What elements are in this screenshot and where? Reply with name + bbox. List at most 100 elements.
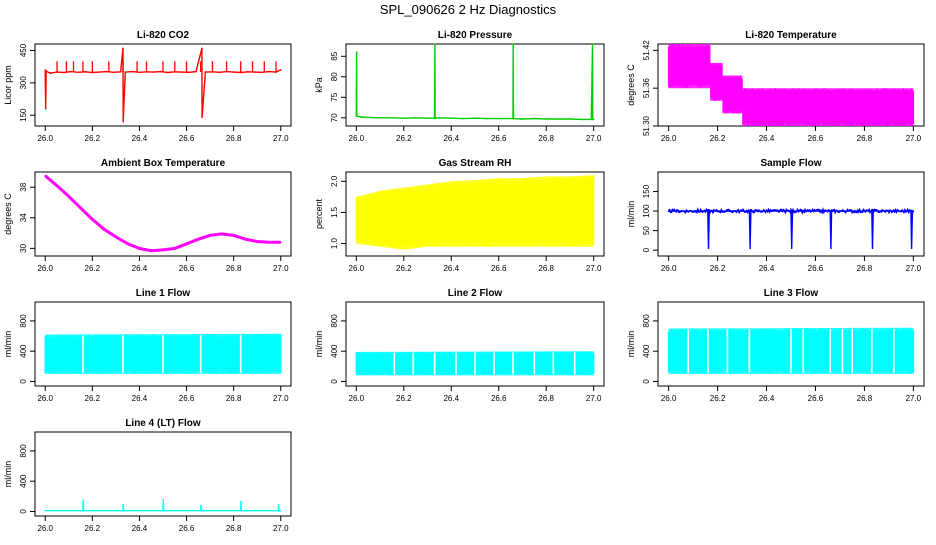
data-point	[751, 210, 753, 212]
x-tick-label: 26.4	[132, 524, 148, 533]
x-tick-label: 26.4	[132, 264, 148, 273]
data-point	[162, 509, 165, 512]
data-point	[533, 117, 536, 120]
data-point	[98, 71, 101, 73]
data-point	[204, 71, 207, 73]
panel-title: Li-820 CO2	[137, 30, 190, 41]
data-point	[200, 509, 203, 512]
panel-9: Line 3 Flow ml/min 26.0 26.2 26.4 26.6 26.8 27.…	[626, 288, 925, 403]
x-tick-label: 26.8	[226, 264, 242, 273]
data-point	[200, 504, 202, 507]
data-point	[44, 175, 46, 177]
data-point	[91, 71, 94, 74]
y-tick-label: 400	[330, 344, 339, 358]
data-point	[830, 247, 832, 249]
data-point	[278, 509, 280, 512]
data-point	[403, 117, 405, 119]
y-tick-label: 1.0	[330, 237, 339, 249]
y-tick-label: 85	[330, 51, 339, 60]
x-tick-label: 27.0	[906, 394, 922, 403]
x-tick-label: 26.0	[661, 134, 677, 143]
data-point	[414, 117, 417, 119]
x-tick-label: 26.2	[85, 134, 101, 143]
x-tick-label: 26.6	[491, 134, 507, 143]
panel-7: Line 1 Flow ml/min 26.0 26.2 26.4 26.6 26.8 27.…	[3, 288, 292, 403]
y-axis-label: kPa	[314, 77, 324, 93]
x-tick-label: 27.0	[273, 264, 289, 273]
panel-title: Sample Flow	[760, 158, 821, 169]
data-point	[181, 71, 183, 73]
data-point	[486, 117, 488, 120]
x-tick-label: 26.0	[661, 394, 677, 403]
panel-title: Gas Stream RH	[439, 158, 512, 169]
data-point	[56, 184, 58, 187]
panel-4: Ambient Box Temperature degrees C 26.0 26.2…	[3, 158, 292, 273]
data-point	[497, 117, 500, 120]
data-point	[912, 210, 915, 212]
x-tick-label: 27.0	[906, 134, 922, 143]
x-tick-label: 27.0	[273, 524, 289, 533]
data-point	[707, 210, 709, 212]
data-point	[232, 234, 235, 237]
data-point	[112, 71, 115, 74]
data-point	[221, 233, 223, 235]
data-point	[592, 118, 595, 121]
x-tick-label: 27.0	[586, 134, 602, 143]
x-tick-label: 26.4	[132, 134, 148, 143]
x-tick-label: 26.2	[85, 394, 101, 403]
data-point	[218, 71, 221, 74]
x-tick-label: 26.0	[37, 134, 53, 143]
data-point	[438, 117, 441, 119]
x-tick-label: 26.6	[179, 134, 195, 143]
data-point	[557, 118, 559, 120]
series-envelope	[356, 175, 594, 250]
y-tick-label: 51.42	[642, 40, 651, 61]
plot-frame	[34, 43, 292, 127]
series-envelope	[668, 44, 914, 126]
panel-title: Line 3 Flow	[764, 288, 819, 299]
plot-frame	[34, 171, 292, 257]
data-point	[105, 70, 108, 73]
panel-title: Line 1 Flow	[136, 288, 191, 299]
data-point	[70, 70, 72, 73]
x-tick-label: 26.2	[710, 394, 726, 403]
x-tick-label: 26.8	[857, 264, 873, 273]
data-point	[44, 509, 46, 512]
data-point	[232, 71, 235, 73]
x-tick-label: 26.8	[538, 394, 554, 403]
y-tick-label: 1.5	[330, 206, 339, 218]
plot-frame	[34, 431, 292, 517]
data-point	[195, 70, 197, 73]
data-point	[91, 218, 94, 221]
data-point	[124, 71, 127, 73]
y-tick-label: 50	[642, 226, 651, 235]
data-point	[185, 243, 188, 245]
y-tick-label: 100	[642, 204, 651, 218]
x-tick-label: 26.8	[226, 524, 242, 533]
y-tick-label: 800	[642, 314, 651, 328]
data-point	[152, 71, 155, 73]
data-point	[434, 117, 436, 119]
data-point	[545, 118, 547, 120]
data-point	[209, 234, 211, 237]
data-point	[581, 118, 583, 121]
data-point	[150, 249, 152, 252]
panel-6: Sample Flow ml/min 26.0 26.2 26.4 26.6 26.8 27.…	[626, 158, 925, 273]
data-point	[138, 71, 141, 74]
x-tick-label: 26.6	[491, 394, 507, 403]
data-point	[910, 210, 912, 212]
y-tick-label: 30	[19, 243, 28, 252]
data-point	[174, 247, 176, 250]
y-tick-label: 800	[19, 314, 28, 328]
x-tick-label: 26.0	[349, 264, 365, 273]
y-tick-label: 38	[19, 182, 28, 191]
x-tick-label: 26.2	[85, 524, 101, 533]
data-point	[63, 71, 65, 74]
x-tick-label: 27.0	[586, 394, 602, 403]
panel-3: Li-820 Temperature degrees C 26.0 26.2 26.4 2…	[626, 30, 925, 143]
data-point	[426, 117, 429, 119]
plot-frame	[657, 171, 925, 257]
data-point	[871, 210, 873, 212]
data-point	[201, 47, 203, 50]
